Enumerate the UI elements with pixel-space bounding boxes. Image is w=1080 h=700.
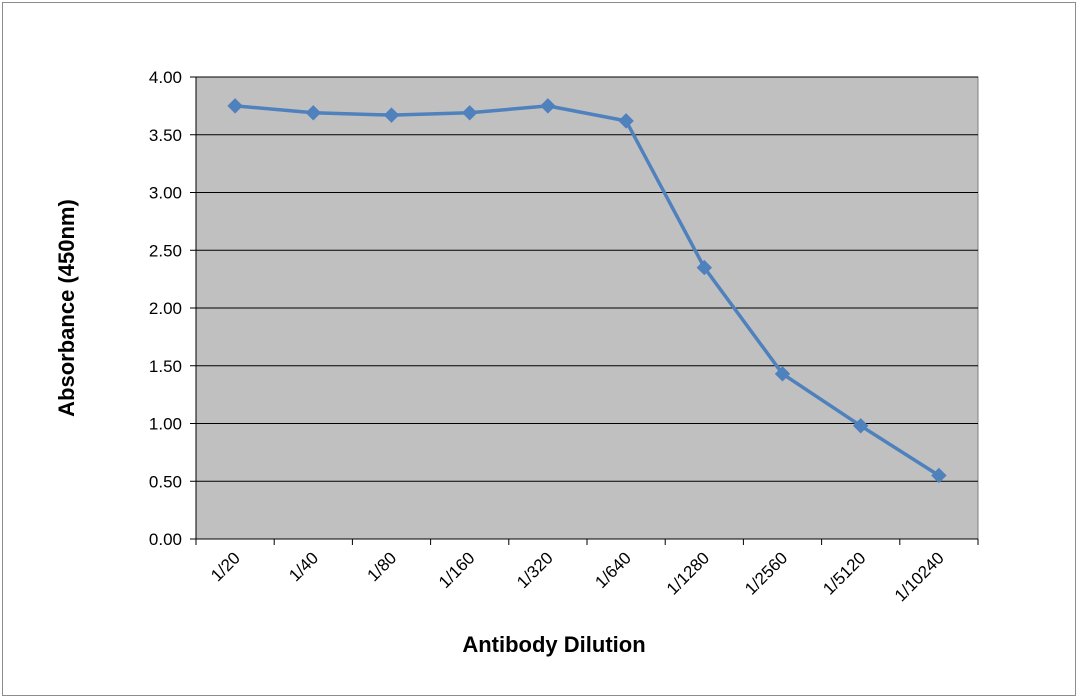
- y-tick-label: 3.00: [149, 184, 182, 203]
- x-tick-label: 1/10240: [891, 548, 948, 605]
- data-point: [383, 107, 400, 123]
- y-tick-label: 3.50: [149, 126, 182, 145]
- data-points: [227, 98, 947, 484]
- y-tick-label: 1.50: [149, 357, 182, 376]
- y-tick-labels: 0.00 0.50 1.00 1.50 2.00 2.50 3.00 3.50 4.00: [149, 68, 182, 549]
- x-tick-labels: 1/20 1/40 1/80 1/160 1/320 1/640 1/1280 1/2560 1…: [207, 548, 948, 605]
- x-tick-label: 1/1280: [663, 548, 713, 598]
- data-point: [696, 259, 713, 276]
- data-point: [774, 366, 791, 382]
- data-point: [852, 418, 869, 434]
- y-tick-label: 4.00: [149, 68, 182, 87]
- x-tick-label: 1/320: [513, 548, 557, 592]
- data-point: [305, 105, 322, 121]
- x-tick-label: 1/40: [285, 548, 322, 585]
- data-point: [618, 113, 634, 129]
- y-tick-label: 2.50: [149, 241, 182, 260]
- x-tick-label: 1/2560: [741, 548, 791, 598]
- y-tick-label: 1.00: [149, 415, 182, 434]
- data-point: [931, 467, 947, 484]
- y-tick-label: 2.00: [149, 299, 182, 318]
- y-axis-title: Absorbance (450nm): [54, 199, 79, 417]
- x-tick-label: 1/5120: [819, 548, 869, 598]
- gridlines: [196, 76, 978, 482]
- data-point: [227, 98, 243, 114]
- x-axis-title: Antibody Dilution: [462, 632, 645, 657]
- x-tick-label: 1/80: [363, 548, 400, 585]
- x-tick-label: 1/160: [435, 548, 479, 592]
- data-point: [461, 105, 478, 121]
- x-tick-label: 1/640: [591, 548, 635, 592]
- y-tick-label: 0.50: [149, 472, 182, 491]
- axes: [190, 76, 979, 545]
- data-point: [540, 98, 556, 114]
- x-tick-label: 1/20: [207, 548, 244, 585]
- series-line: [234, 104, 940, 477]
- y-tick-label: 0.00: [149, 530, 182, 549]
